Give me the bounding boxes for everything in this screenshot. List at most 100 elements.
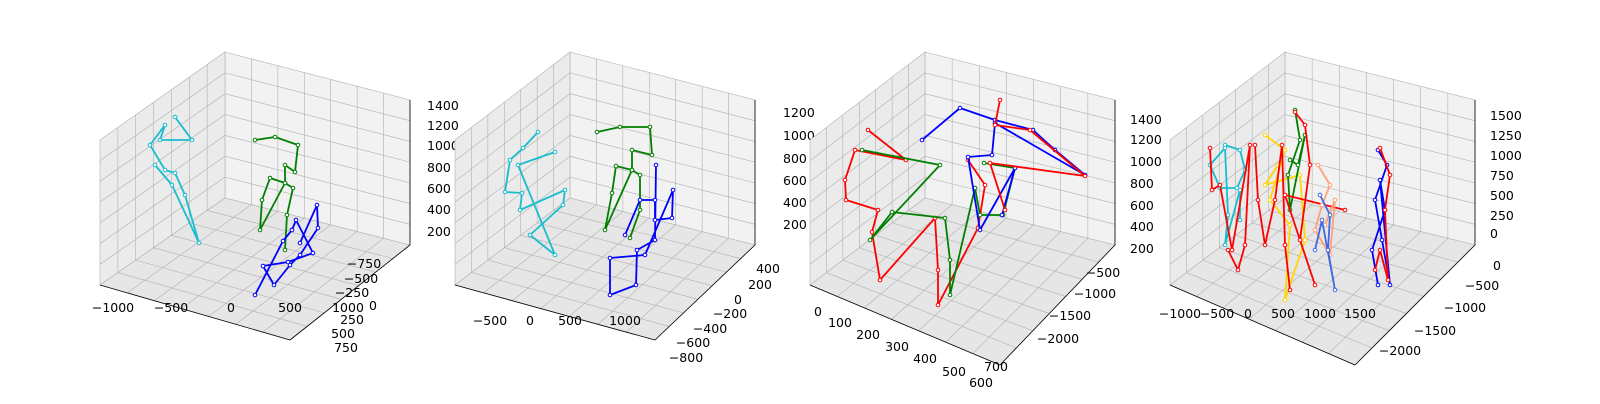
skeleton-joint-point	[935, 267, 941, 273]
grid-line	[924, 72, 1116, 122]
skeleton-joint-point	[1247, 142, 1253, 148]
skeleton-joint-point	[315, 225, 321, 231]
x-tick-label: 0	[1244, 306, 1252, 321]
z-tick-label: 800	[783, 151, 807, 166]
skeleton-joint-point	[1379, 237, 1385, 243]
grid-line	[826, 272, 1017, 349]
skeleton-joint-point	[992, 122, 998, 128]
grid-line	[483, 204, 597, 294]
z-tick-label: 1250	[1490, 128, 1522, 143]
skeleton-joint-point	[613, 163, 619, 169]
x-tick-label: 500	[942, 364, 966, 379]
grid-line	[235, 231, 358, 325]
x-tick-label: 500	[558, 313, 582, 328]
skeleton-joint-point	[1302, 122, 1308, 128]
grid-line	[569, 93, 756, 142]
grid-line	[262, 238, 384, 333]
y-tick-label: 500	[331, 326, 355, 341]
skeleton-joint-point	[981, 160, 987, 166]
skeleton-series	[1372, 145, 1393, 283]
grid-line	[454, 72, 571, 161]
grid-line	[520, 234, 713, 287]
skeleton-joint-point	[196, 240, 202, 246]
grid-line	[809, 93, 926, 182]
z-tick-label: 500	[1490, 188, 1514, 203]
skeleton-joint-point	[267, 175, 273, 181]
skeleton-joint-point	[1319, 217, 1325, 223]
skeleton-joint-point	[947, 257, 953, 263]
grid-line	[99, 156, 226, 244]
y-tick-label: −1000	[1444, 300, 1486, 315]
grid-line	[1268, 210, 1458, 263]
skeleton-joint-point	[997, 97, 1003, 103]
skeleton-joint-point	[1342, 207, 1348, 213]
skeleton-joint-point	[527, 232, 533, 238]
z-tick-label: 200	[1130, 241, 1154, 256]
z-tick-label: 1500	[1490, 108, 1522, 123]
skeleton-joint-point	[271, 282, 277, 288]
skeleton-joint-point	[282, 247, 288, 253]
skeleton-joint-point	[152, 162, 158, 168]
skeleton-limb-line	[1374, 147, 1391, 281]
skeleton-joint-point	[1332, 197, 1338, 203]
skeleton-limb-line	[1314, 194, 1336, 291]
skeleton-joint-point	[1252, 142, 1258, 148]
grid-line	[454, 135, 571, 224]
skeleton-joint-point	[1317, 192, 1323, 198]
grid-line	[809, 135, 926, 224]
skeleton-joint-point	[517, 207, 523, 213]
skeleton-joint-point	[285, 259, 291, 265]
skeleton-series	[607, 162, 676, 298]
grid-line	[1169, 72, 1286, 161]
skeleton-joint-point	[633, 282, 639, 288]
skeleton-series	[594, 124, 655, 241]
skeleton-joint-point	[1282, 192, 1288, 198]
skeleton-joint-point	[652, 197, 658, 203]
x-tick-label: 300	[885, 339, 909, 354]
y-axis-line	[654, 244, 756, 341]
skeleton-joint-point	[1237, 217, 1243, 223]
skeleton-joint-point	[602, 227, 608, 233]
z-tick-label: 800	[1130, 176, 1154, 191]
axes-3d-panel-4: −1000−500 0 500 1000 1500−2000−1500−1000−500…	[1159, 51, 1522, 366]
skeleton-joint-point	[1235, 267, 1241, 273]
y-tick-label: −600	[676, 335, 710, 350]
skeleton-series	[252, 202, 321, 298]
grid-line	[809, 114, 926, 203]
x-tick-label: 500	[1271, 306, 1295, 321]
skeleton-joint-point	[869, 229, 875, 235]
skeleton-joint-point	[147, 142, 153, 148]
skeleton-joint-point	[1282, 147, 1288, 153]
grid-line	[224, 93, 411, 142]
skeleton-joint-point	[867, 237, 873, 243]
grid-line	[1328, 238, 1449, 354]
skeleton-joint-point	[865, 127, 871, 133]
skeleton-joint-point	[637, 197, 643, 203]
z-tick-label: 250	[1490, 208, 1514, 223]
skeleton-joint-point	[609, 190, 615, 196]
y-tick-label: −2000	[1037, 331, 1079, 346]
grid-line	[1249, 217, 1367, 320]
skeleton-joint-point	[1255, 197, 1261, 203]
skeleton-joint-point	[272, 134, 278, 140]
skeleton-series	[987, 97, 1088, 213]
z-tick-label: 750	[1490, 168, 1514, 183]
skeleton-joint-point	[1217, 182, 1223, 188]
skeleton-joint-point	[282, 180, 288, 186]
skeleton-joint-point	[1267, 197, 1273, 203]
skeleton-joint-point	[629, 147, 635, 153]
y-tick-label: 400	[756, 261, 780, 276]
skeleton-joint-point	[1279, 142, 1285, 148]
grid-line	[454, 93, 571, 182]
y-axis-line	[1354, 244, 1476, 366]
skeleton-joint-point	[607, 292, 613, 298]
grid-line	[945, 231, 1061, 343]
grid-line	[569, 224, 676, 317]
grid-line	[207, 210, 393, 259]
y-tick-label: −1500	[1049, 308, 1091, 323]
skeleton-series	[147, 114, 202, 246]
skeleton-joint-point	[1377, 145, 1383, 151]
axes-3d-panel-3: 0100200300400500600700−2000−1500−1000−50…	[809, 51, 1162, 390]
skeleton-joint-point	[1315, 162, 1321, 168]
skeleton-joint-point	[252, 292, 258, 298]
